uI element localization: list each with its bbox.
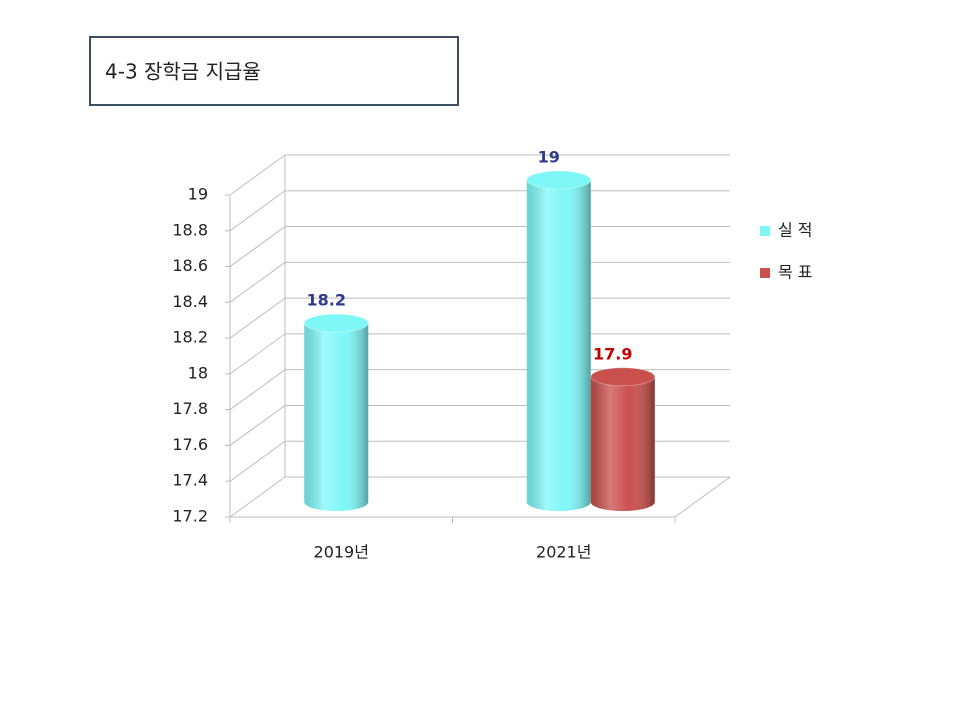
title-box (89, 36, 459, 106)
grid-line (229, 297, 286, 339)
y-tick-label: 18.6 (172, 256, 208, 275)
bar-top (590, 367, 656, 387)
data-label: 19 (538, 148, 560, 167)
grid-line (229, 369, 286, 411)
grid-line (229, 440, 286, 482)
y-tick-label: 18.8 (172, 220, 208, 239)
data-label: 18.2 (307, 291, 346, 310)
grid-line (229, 190, 286, 232)
legend-label: 실 적 (778, 221, 813, 240)
y-tick-label: 19 (188, 185, 208, 204)
y-tick-label: 17.2 (172, 507, 208, 526)
bar-shade (526, 180, 591, 511)
bar-top (303, 313, 369, 333)
floor-edge (674, 476, 731, 518)
chart-title: 4-3 장학금 지급율 (105, 60, 261, 84)
y-tick-label: 18 (188, 363, 208, 382)
x-tick-label: 2019년 (314, 543, 369, 562)
grid-line (229, 261, 286, 303)
y-tick-label: 18.2 (172, 328, 208, 347)
legend-swatch (760, 226, 770, 236)
legend-swatch (760, 268, 770, 278)
data-label: 17.9 (593, 344, 632, 363)
x-tick-label: 2021년 (536, 543, 591, 562)
grid-line (229, 226, 286, 267)
grid-line (229, 476, 286, 518)
y-tick-label: 17.8 (172, 399, 208, 418)
y-tick-label: 17.4 (172, 471, 208, 490)
bar-shade (590, 376, 655, 511)
grid-line (229, 154, 286, 196)
bar-shade (304, 323, 369, 511)
bar-top (526, 170, 592, 190)
grid-line (229, 333, 286, 375)
y-tick-label: 17.6 (172, 435, 208, 454)
y-tick-label: 18.4 (172, 292, 208, 311)
legend-label: 목 표 (778, 263, 813, 282)
grid-line (229, 405, 286, 446)
